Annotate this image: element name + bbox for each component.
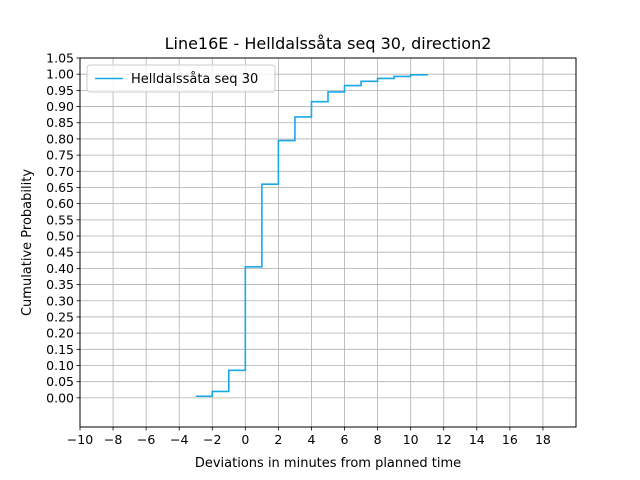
legend-box <box>86 64 276 93</box>
y-tick-label: 0.00 <box>46 390 74 405</box>
grid-lines <box>79 57 576 427</box>
y-tick-label: 0.35 <box>46 277 74 292</box>
x-axis-label: Deviations in minutes from planned time <box>195 456 461 471</box>
x-tick-label: 10 <box>403 432 419 447</box>
x-tick-label: −2 <box>203 432 221 447</box>
legend-entry-label: Helldalssåta seq 30 <box>131 72 258 87</box>
chart-title: Line16E - Helldalssåta seq 30, direction… <box>165 34 492 53</box>
plot-frame <box>79 57 577 428</box>
x-tick-label: 18 <box>535 432 551 447</box>
y-tick-label: 0.65 <box>46 180 74 195</box>
x-tick-label: 4 <box>307 432 315 447</box>
x-tick-label: −6 <box>137 432 155 447</box>
x-tick-label: 14 <box>469 432 485 447</box>
x-tick-label: −4 <box>170 432 188 447</box>
x-tick-label: 16 <box>502 432 518 447</box>
y-tick-label: 0.60 <box>46 196 74 211</box>
y-tick-label: 1.05 <box>46 51 74 66</box>
y-tick-label: 0.50 <box>46 229 74 244</box>
y-tick-label: 0.95 <box>46 83 74 98</box>
x-tick-label: 6 <box>341 432 349 447</box>
series-layer <box>195 74 428 398</box>
y-tick-label: 1.00 <box>46 67 74 82</box>
y-tick-label: 0.30 <box>46 293 74 308</box>
y-tick-label: 0.10 <box>46 358 74 373</box>
y-tick-label: 0.75 <box>46 148 74 163</box>
legend: Helldalssåta seq 30 <box>86 64 276 93</box>
x-tick-label: 12 <box>436 432 452 447</box>
y-tick-label: 0.15 <box>46 342 74 357</box>
x-ticks: −10 −8 −6 −4 −2 0 2 4 6 8 10 12 14 16 18 <box>67 427 551 447</box>
y-tick-label: 0.80 <box>46 131 74 146</box>
y-tick-label: 0.70 <box>46 164 74 179</box>
y-axis-label: Cumulative Probability <box>20 169 35 316</box>
x-tick-label: 0 <box>241 432 249 447</box>
y-tick-label: 0.40 <box>46 261 74 276</box>
y-tick-label: 0.55 <box>46 212 74 227</box>
y-ticks: 0.000.050.100.150.20 0.250.300.350.400.45… <box>46 51 80 405</box>
y-tick-label: 0.25 <box>46 309 74 324</box>
y-tick-label: 0.85 <box>46 115 74 130</box>
x-tick-label: −10 <box>67 432 93 447</box>
x-tick-label: 2 <box>274 432 282 447</box>
y-tick-label: 0.20 <box>46 326 74 341</box>
y-tick-label: 0.90 <box>46 99 74 114</box>
x-tick-label: −8 <box>104 432 122 447</box>
series-step-line <box>195 74 428 398</box>
y-tick-label: 0.05 <box>46 374 74 389</box>
x-tick-label: 8 <box>374 432 382 447</box>
y-tick-label: 0.45 <box>46 245 74 260</box>
